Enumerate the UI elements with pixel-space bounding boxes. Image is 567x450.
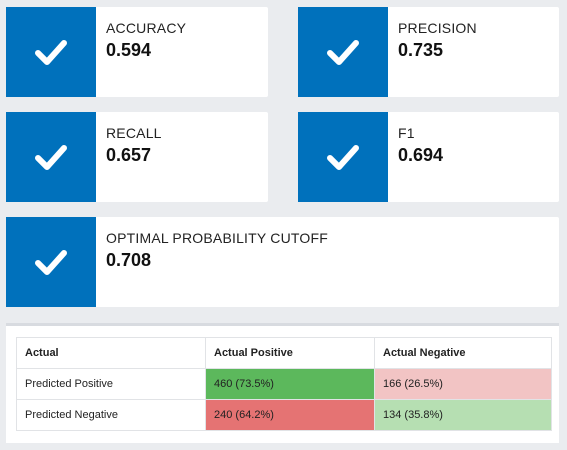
metric-badge bbox=[298, 112, 388, 202]
checkmark-icon bbox=[327, 145, 359, 170]
column-header-actual-negative: Actual Negative bbox=[374, 337, 552, 369]
cell-false-negative: 240 (64.2%) bbox=[205, 399, 375, 431]
metric-card-optimal-cutoff: OPTIMAL PROBABILITY CUTOFF 0.708 bbox=[6, 217, 559, 307]
column-header-actual-positive: Actual Positive bbox=[205, 337, 375, 369]
metric-label: F1 bbox=[398, 125, 415, 141]
confusion-matrix-panel: Actual Actual Positive Actual Negative P… bbox=[6, 323, 559, 443]
checkmark-icon bbox=[35, 145, 67, 170]
metric-value: 0.735 bbox=[398, 40, 444, 60]
cell-true-negative: 134 (35.8%) bbox=[374, 399, 552, 431]
metric-card-accuracy: ACCURACY 0.594 bbox=[6, 7, 268, 97]
checkmark-icon bbox=[35, 40, 67, 65]
metric-label: OPTIMAL PROBABILITY CUTOFF bbox=[106, 230, 328, 246]
column-header-actual: Actual bbox=[16, 337, 206, 369]
row-label-predicted-negative: Predicted Negative bbox=[16, 399, 206, 431]
checkmark-icon bbox=[327, 40, 359, 65]
metric-card-recall: RECALL 0.657 bbox=[6, 112, 268, 202]
metric-label: ACCURACY bbox=[106, 20, 187, 36]
metric-badge bbox=[298, 7, 388, 97]
metric-badge bbox=[6, 217, 96, 307]
table-row: Predicted Negative 240 (64.2%) 134 (35.8… bbox=[16, 399, 552, 431]
metric-card-f1: F1 0.694 bbox=[298, 112, 559, 202]
metric-value: 0.594 bbox=[106, 40, 152, 60]
metric-label: RECALL bbox=[106, 125, 162, 141]
metric-label: PRECISION bbox=[398, 20, 477, 36]
table-header-row: Actual Actual Positive Actual Negative bbox=[16, 337, 552, 369]
confusion-matrix-table: Actual Actual Positive Actual Negative P… bbox=[16, 337, 552, 431]
metric-badge bbox=[6, 7, 96, 97]
metric-value: 0.708 bbox=[106, 250, 152, 270]
metric-value: 0.694 bbox=[398, 145, 444, 165]
metric-value: 0.657 bbox=[106, 145, 152, 165]
cell-true-positive: 460 (73.5%) bbox=[205, 368, 375, 400]
metric-card-precision: PRECISION 0.735 bbox=[298, 7, 559, 97]
metric-badge bbox=[6, 112, 96, 202]
cell-false-positive: 166 (26.5%) bbox=[374, 368, 552, 400]
checkmark-icon bbox=[35, 250, 67, 275]
row-label-predicted-positive: Predicted Positive bbox=[16, 368, 206, 400]
table-row: Predicted Positive 460 (73.5%) 166 (26.5… bbox=[16, 368, 552, 400]
